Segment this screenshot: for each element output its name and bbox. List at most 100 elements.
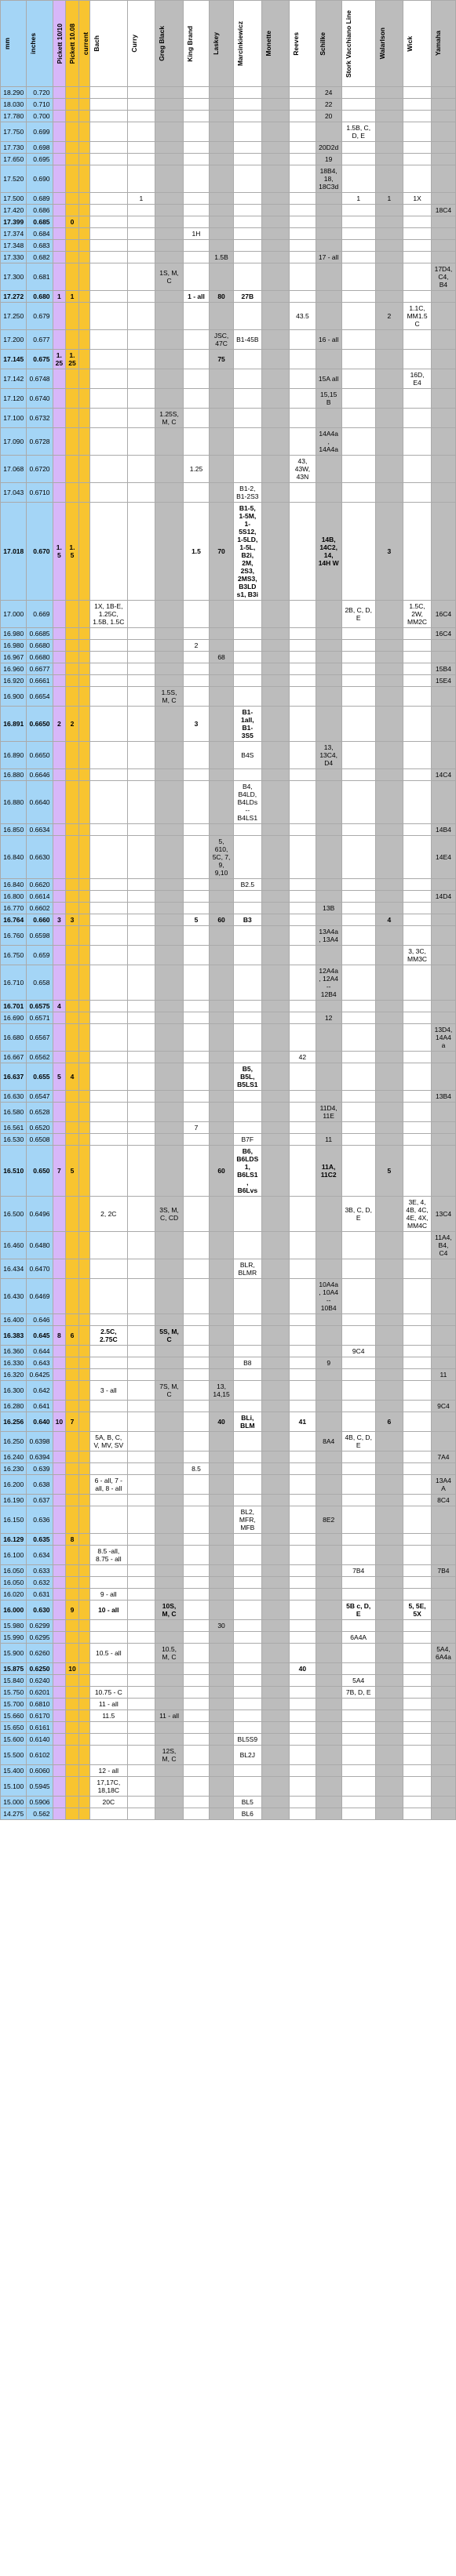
table-row: 16.9800.66802	[1, 640, 456, 652]
table-row: 16.8400.6620B2.5	[1, 879, 456, 891]
cell-curry	[127, 1001, 155, 1012]
table-row: 17.7800.70020	[1, 111, 456, 122]
cell-schilke: 14B, 14C2, 14, 14H W	[316, 503, 341, 601]
cell-marc	[234, 1012, 262, 1024]
cell-wick	[403, 903, 432, 914]
cell-kb	[183, 1589, 209, 1600]
cell-marc: B3	[234, 914, 262, 926]
cell-cur	[78, 503, 89, 601]
col-header-cur: current	[78, 1, 89, 87]
cell-gb	[155, 1122, 184, 1134]
table-row: 16.0500.6337B47B4	[1, 1565, 456, 1577]
cell-svl	[341, 1326, 375, 1346]
cell-cur	[78, 1765, 89, 1777]
table-row: 15.6000.6140BL5S9	[1, 1734, 456, 1746]
cell-kb	[183, 687, 209, 707]
cell-marc: B4S	[234, 742, 262, 769]
cell-schilke: 10A4a, 10A4 -- 10B4	[316, 1279, 341, 1314]
cell-gb	[155, 216, 184, 228]
cell-gb	[155, 111, 184, 122]
cell-monette	[261, 1765, 290, 1777]
cell-kb: 8.5	[183, 1463, 209, 1475]
cell-marc	[234, 652, 262, 663]
cell-laskey	[210, 428, 234, 456]
cell-yam	[431, 1063, 455, 1091]
cell-svl	[341, 1663, 375, 1675]
cell-reeves	[290, 628, 316, 640]
cell-wick	[403, 1699, 432, 1710]
cell-gb	[155, 142, 184, 154]
cell-wal	[375, 1232, 403, 1259]
cell-yam	[431, 428, 455, 456]
cell-cur	[78, 891, 89, 903]
cell-cur	[78, 1314, 89, 1326]
cell-p1: 1.25	[53, 350, 66, 369]
cell-mm: 16.190	[1, 1495, 27, 1506]
cell-kb: 1 - all	[183, 291, 209, 303]
cell-p1	[53, 263, 66, 291]
table-row: 15.7000.681011 - all	[1, 1699, 456, 1710]
table-row: 15.4000.606012 - all	[1, 1765, 456, 1777]
cell-bach	[90, 1808, 128, 1820]
cell-yam	[431, 879, 455, 891]
cell-wal	[375, 965, 403, 1001]
cell-wal	[375, 252, 403, 263]
table-row: 17.0680.67201.2543, 43W, 43N	[1, 456, 456, 483]
cell-kb	[183, 216, 209, 228]
cell-monette	[261, 824, 290, 836]
cell-mm: 17.420	[1, 205, 27, 216]
cell-mm: 15.990	[1, 1632, 27, 1644]
cell-monette	[261, 350, 290, 369]
cell-laskey	[210, 1600, 234, 1620]
cell-svl	[341, 836, 375, 879]
cell-p1	[53, 1734, 66, 1746]
cell-wal	[375, 1746, 403, 1765]
cell-gb	[155, 1797, 184, 1808]
cell-p1	[53, 1808, 66, 1820]
cell-curry	[127, 1589, 155, 1600]
cell-inches: 0.630	[27, 1600, 53, 1620]
cell-mm: 16.300	[1, 1381, 27, 1401]
cell-monette	[261, 836, 290, 879]
cell-monette	[261, 1232, 290, 1259]
cell-inches: 0.641	[27, 1401, 53, 1412]
cell-wick	[403, 742, 432, 769]
cell-kb	[183, 1808, 209, 1820]
cell-reeves	[290, 111, 316, 122]
cell-wal	[375, 1197, 403, 1232]
cell-bach	[90, 142, 128, 154]
cell-monette	[261, 1734, 290, 1746]
cell-yam	[431, 640, 455, 652]
cell-p1	[53, 1463, 66, 1475]
cell-bach	[90, 1412, 128, 1432]
cell-curry	[127, 1232, 155, 1259]
cell-gb	[155, 1134, 184, 1146]
cell-mm: 17.120	[1, 389, 27, 409]
cell-yam	[431, 1001, 455, 1012]
cell-inches: 0.6398	[27, 1432, 53, 1451]
cell-wick	[403, 1746, 432, 1765]
cell-mm: 16.400	[1, 1314, 27, 1326]
cell-inches: 0.655	[27, 1063, 53, 1091]
cell-bach: 6 - all, 7 - all, 8 - all	[90, 1475, 128, 1495]
cell-reeves	[290, 122, 316, 142]
cell-schilke	[316, 1734, 341, 1746]
cell-mm: 17.650	[1, 154, 27, 165]
cell-wick	[403, 1620, 432, 1632]
cell-curry	[127, 1797, 155, 1808]
cell-schilke	[316, 1197, 341, 1232]
cell-gb	[155, 291, 184, 303]
cell-bach	[90, 1495, 128, 1506]
cell-bach	[90, 1063, 128, 1091]
cell-bach	[90, 675, 128, 687]
cell-schilke	[316, 1777, 341, 1797]
cell-gb	[155, 1369, 184, 1381]
cell-inches: 0.645	[27, 1326, 53, 1346]
cell-kb	[183, 1432, 209, 1451]
cell-inches: 0.689	[27, 193, 53, 205]
cell-monette	[261, 663, 290, 675]
cell-inches: 0.6661	[27, 675, 53, 687]
cell-marc	[234, 1122, 262, 1134]
cell-svl	[341, 1314, 375, 1326]
cell-mm: 17.500	[1, 193, 27, 205]
